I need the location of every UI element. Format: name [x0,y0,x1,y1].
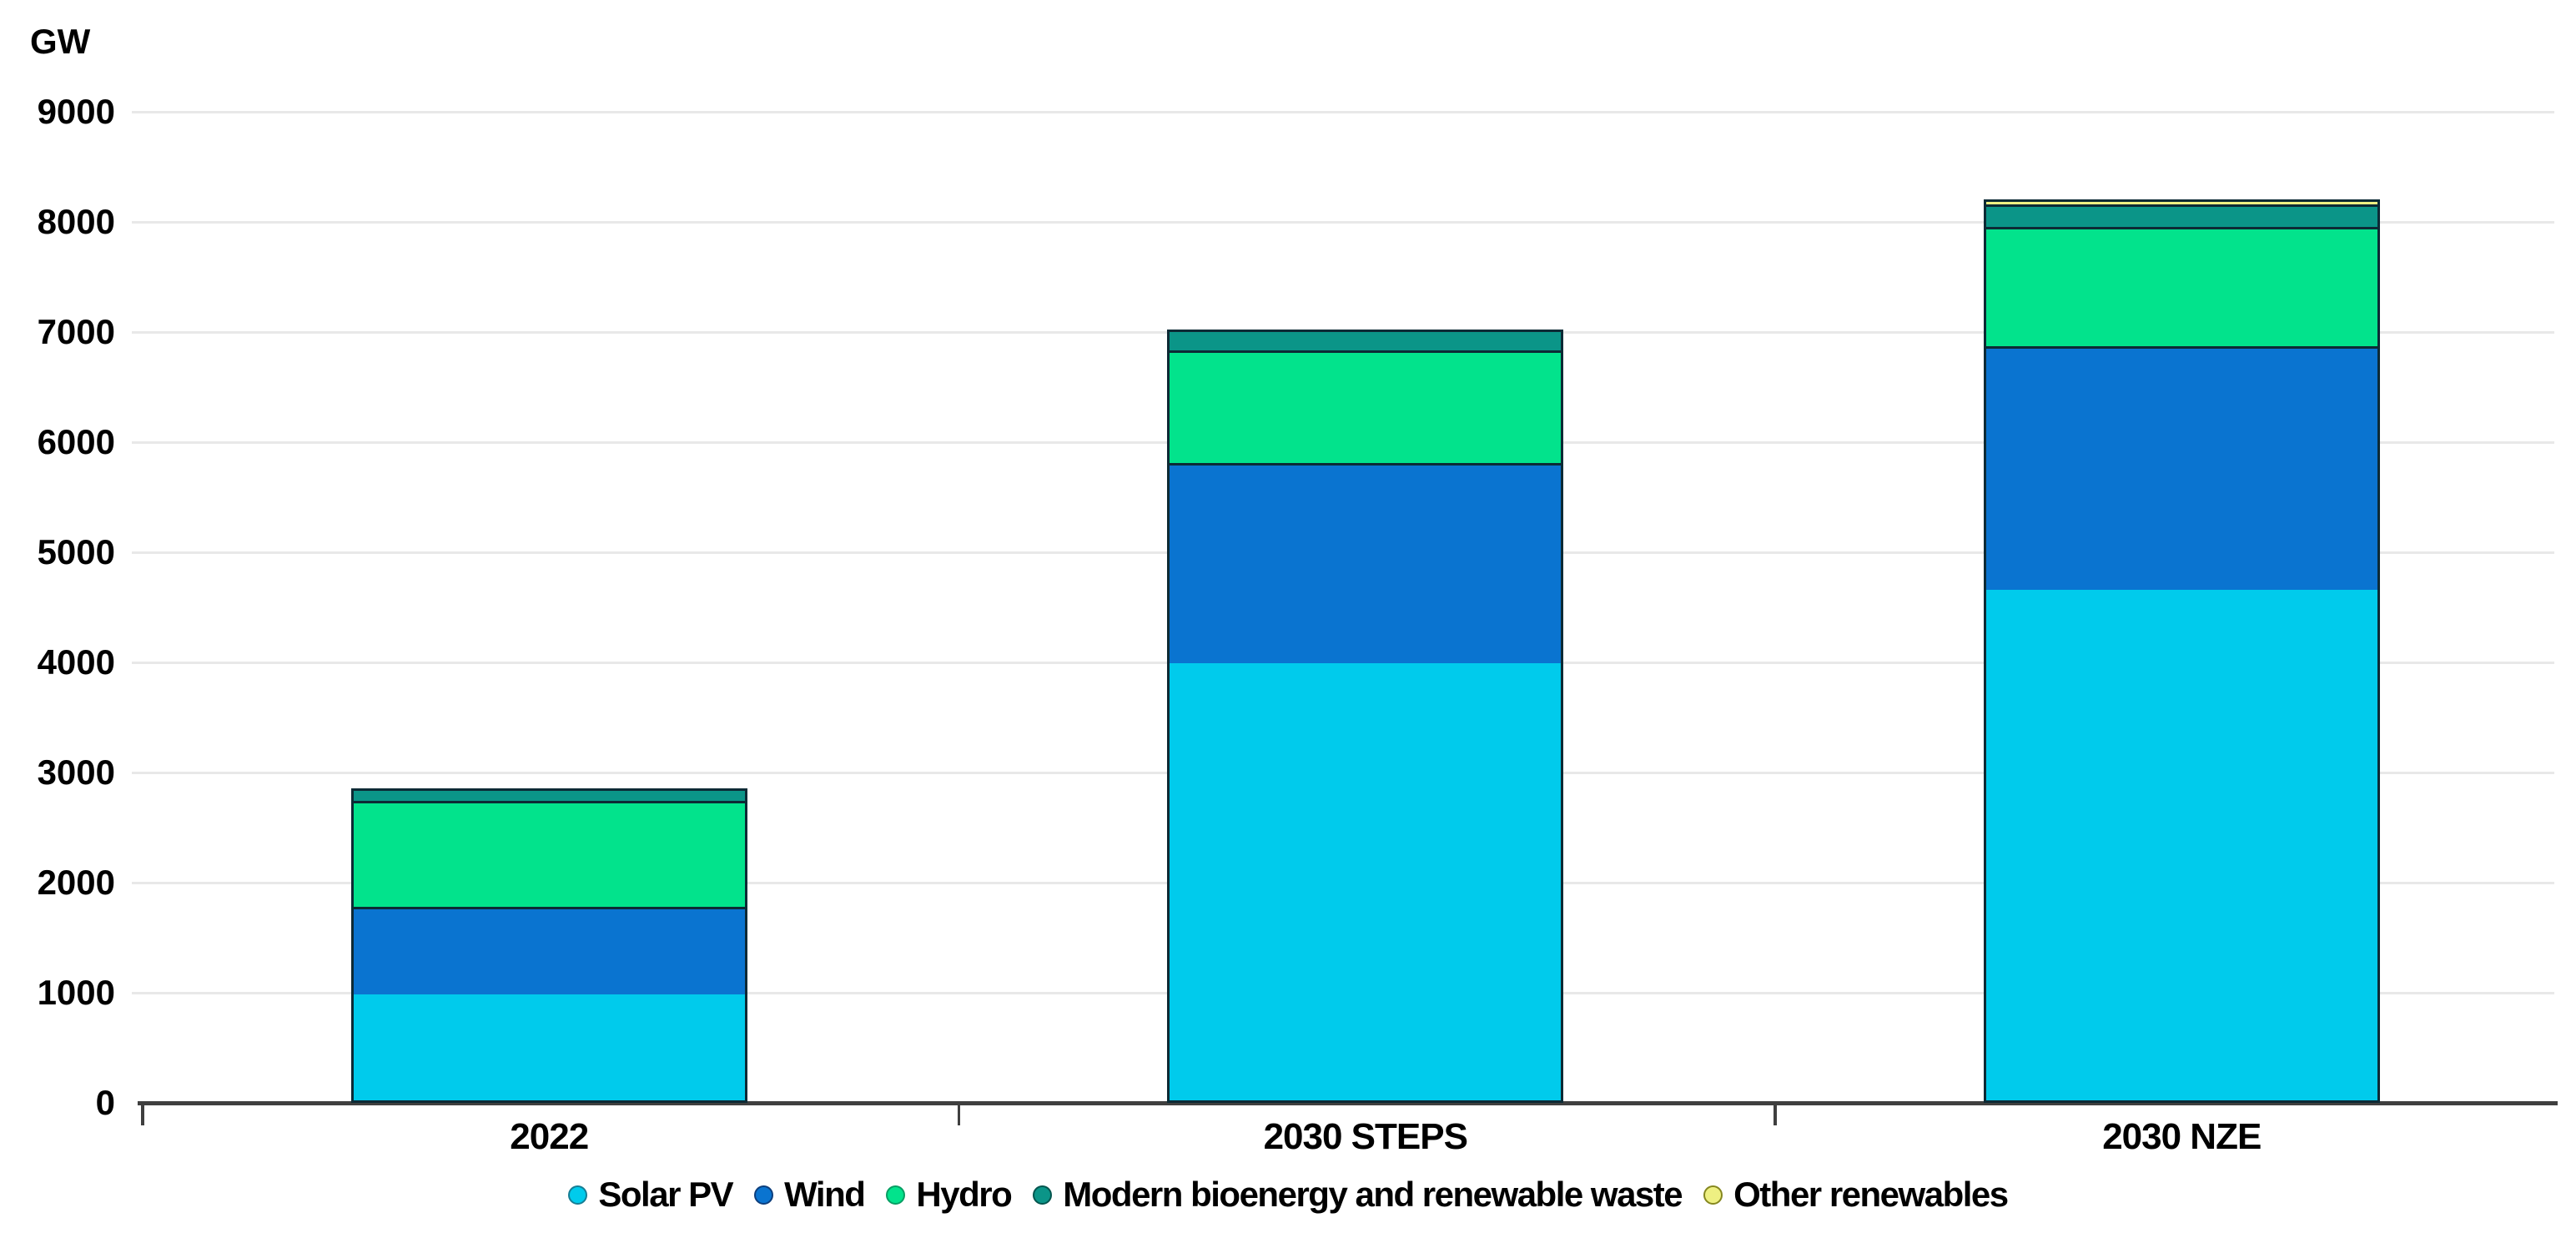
x-axis-tick [957,1103,960,1125]
legend-label: Hydro [916,1175,1012,1214]
bar-segment-modern-bioenergy-and-renewable-waste [353,788,745,801]
legend-label: Solar PV [598,1175,733,1214]
y-tick-label: 8000 [37,202,115,241]
legend-item-solar-pv: Solar PV [568,1175,734,1215]
x-axis-tick [141,1103,144,1125]
bar-segment-modern-bioenergy-and-renewable-waste [1985,204,2377,228]
y-tick-label: 6000 [37,422,115,461]
gridline [132,110,2554,113]
bar-segment-wind [353,906,745,995]
y-tick-label: 9000 [37,92,115,131]
bar-segment-solar-pv [1170,662,1562,1100]
y-axis-unit-label: GW [30,22,91,61]
x-axis-line [138,1101,2558,1105]
legend: Solar PV Wind Hydro Modern bioenergy and re… [0,1168,2576,1221]
bar-segment-hydro [1985,227,2377,346]
y-tick-label: 4000 [37,642,115,682]
y-tick-label: 3000 [37,752,115,792]
legend-item-other-renewables: Other renewables [1703,1175,2009,1215]
legend-item-hydro: Hydro [886,1175,1013,1215]
legend-item-wind: Wind [754,1175,866,1215]
bar-2030-nze [1983,199,2380,1103]
y-tick-label: 5000 [37,532,115,571]
y-tick-label: 1000 [37,973,115,1012]
bar-segment-hydro [353,800,745,907]
x-axis-tick [1774,1103,1777,1125]
bar-2022 [350,788,747,1103]
bar-2030-steps [1167,330,1564,1103]
gridline [132,220,2554,224]
bar-segment-other-renewables [1985,199,2377,205]
bar-segment-wind [1985,345,2377,590]
y-tick-label: 0 [95,1083,115,1122]
legend-label: Other renewables [1733,1175,2009,1214]
y-tick-label: 2000 [37,863,115,902]
legend-marker-wind-icon [754,1185,774,1205]
legend-marker-modern-bioenergy-and-renewable-waste-icon [1033,1185,1053,1205]
bar-segment-solar-pv [353,994,745,1100]
bar-segment-modern-bioenergy-and-renewable-waste [1170,330,1562,351]
bar-segment-wind [1170,462,1562,663]
legend-marker-hydro-icon [886,1185,906,1205]
legend-marker-solar-pv-icon [568,1185,588,1205]
bar-segment-hydro [1170,350,1562,463]
x-category-label: 2030 STEPS [1263,1116,1468,1157]
legend-item-modern-bioenergy-and-renewable-waste: Modern bioenergy and renewable waste [1033,1175,1683,1215]
x-category-label: 2030 NZE [2102,1116,2262,1157]
y-tick-label: 7000 [37,312,115,351]
legend-marker-other-renewables-icon [1703,1185,1723,1205]
legend-label: Modern bioenergy and renewable waste [1063,1175,1683,1214]
bar-segment-solar-pv [1985,589,2377,1100]
legend-label: Wind [784,1175,866,1214]
x-category-label: 2022 [510,1116,589,1157]
